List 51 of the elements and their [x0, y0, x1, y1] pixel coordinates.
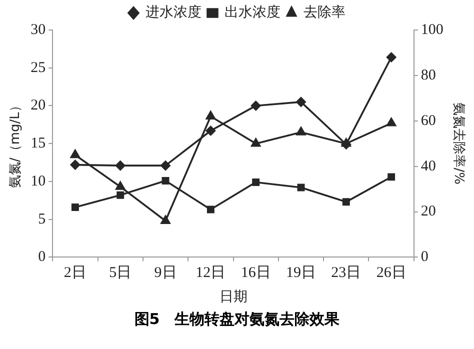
y-tick-label: 0	[38, 249, 46, 266]
point	[297, 184, 305, 192]
y2-tick-label: 80	[420, 67, 436, 84]
point	[252, 178, 260, 186]
point	[162, 176, 170, 184]
x-tick-label: 9日	[154, 265, 177, 282]
y-axis-title: 氨氮/（mg/L）	[8, 99, 24, 188]
point	[70, 160, 80, 170]
y2-tick-label: 40	[420, 158, 436, 174]
point	[115, 160, 126, 170]
y2-tick-label: 60	[420, 112, 436, 129]
point	[388, 173, 396, 181]
point	[341, 139, 352, 150]
y2-axis-title: 氨氮去除率/%	[450, 102, 467, 184]
point	[71, 203, 79, 211]
x-tick-label: 23日	[331, 265, 362, 282]
y2-tick-label: 0	[420, 249, 428, 266]
point	[250, 100, 261, 111]
point	[160, 215, 170, 224]
y-tick-label: 25	[30, 60, 46, 76]
point	[296, 126, 306, 136]
y2-tick-label: 100	[420, 22, 444, 38]
point	[206, 206, 214, 214]
x-tick-label: 5日	[109, 265, 132, 282]
text: 图5 生物转盘对氨氮去除效果	[133, 310, 341, 329]
point	[206, 110, 216, 120]
point	[116, 181, 126, 190]
x-axis-title: 日期	[219, 289, 248, 306]
x-tick-label: 26日	[376, 265, 406, 282]
legend-label: 出水浓度	[224, 4, 280, 21]
y2-tick-label: 20	[420, 204, 436, 220]
y-tick-label: 10	[30, 173, 46, 190]
x-tick-label: 16日	[240, 265, 271, 282]
point	[386, 52, 396, 62]
point	[70, 150, 80, 158]
point	[206, 126, 216, 136]
point	[160, 160, 170, 170]
y-tick-label: 30	[30, 22, 46, 38]
point	[251, 138, 261, 147]
x-tick-label: 19日	[286, 265, 316, 282]
point	[386, 118, 396, 126]
point	[342, 198, 350, 206]
y-tick-label: 5	[38, 211, 46, 228]
point	[116, 191, 124, 199]
y-tick-label: 20	[30, 98, 46, 114]
x-tick-label: 2日	[64, 265, 86, 282]
y-tick-label: 15	[30, 136, 46, 152]
x-tick-label: 12日	[196, 265, 226, 282]
legend-label: 进水浓度	[146, 4, 202, 21]
point	[296, 97, 306, 107]
legend-label: 去除率	[304, 4, 346, 21]
